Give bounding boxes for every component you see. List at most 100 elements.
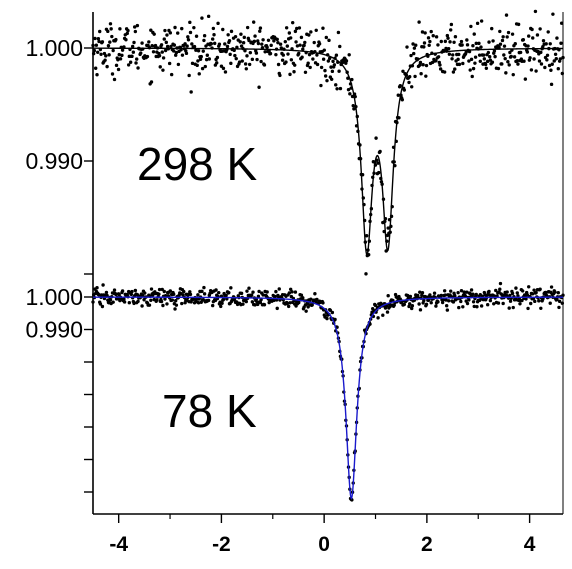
data-point: [176, 62, 181, 67]
data-point: [446, 36, 450, 40]
data-point: [122, 297, 126, 301]
data-point: [221, 27, 225, 32]
data-point: [274, 52, 278, 57]
data-point: [545, 58, 549, 62]
data-point: [506, 60, 510, 64]
data-point: [205, 53, 210, 57]
data-point: [336, 30, 341, 35]
data-point: [183, 301, 187, 305]
data-point: [243, 62, 248, 66]
data-point: [492, 302, 496, 306]
data-point: [484, 66, 489, 70]
data-point: [174, 53, 178, 57]
data-point: [460, 43, 464, 47]
data-point: [461, 305, 465, 309]
data-point: [498, 287, 502, 291]
data-point: [386, 226, 390, 230]
data-point: [330, 69, 335, 74]
data-point: [91, 43, 95, 48]
data-point: [496, 301, 501, 305]
data-point: [488, 55, 492, 59]
data-point: [109, 27, 113, 31]
data-point: [508, 299, 513, 303]
data-point: [535, 33, 540, 37]
data-point: [315, 297, 319, 302]
data-point: [402, 302, 407, 307]
data-point: [473, 55, 478, 59]
data-point: [147, 40, 151, 44]
data-point: [446, 46, 451, 51]
data-point: [549, 285, 554, 289]
data-point: [410, 306, 414, 311]
data-point: [408, 75, 412, 79]
data-point: [509, 54, 513, 59]
data-point: [129, 292, 134, 297]
data-point: [511, 305, 515, 310]
data-point: [443, 293, 448, 297]
data-point: [493, 54, 497, 59]
data-point: [197, 72, 201, 76]
data-point: [423, 31, 427, 35]
data-point: [330, 77, 334, 81]
data-point: [560, 71, 565, 76]
data-point: [444, 298, 448, 302]
data-point: [259, 59, 263, 64]
data-point: [240, 59, 244, 63]
data-point: [488, 58, 493, 62]
data-point: [161, 68, 165, 72]
data-point: [189, 90, 193, 94]
data-point: [418, 290, 422, 294]
data-point: [284, 26, 289, 30]
data-point: [204, 57, 209, 62]
data-point: [163, 48, 168, 53]
data-point: [456, 290, 460, 295]
data-point: [132, 40, 136, 45]
data-point: [163, 28, 167, 33]
fit-curve: [92, 296, 563, 500]
data-point: [114, 292, 118, 297]
data-point: [200, 289, 204, 294]
data-point: [527, 285, 531, 289]
data-point: [522, 59, 526, 63]
data-point: [295, 44, 300, 48]
data-point: [315, 62, 320, 67]
data-point: [256, 39, 260, 43]
data-point: [196, 49, 201, 53]
data-point: [247, 286, 251, 290]
data-point: [190, 61, 195, 66]
data-point: [300, 55, 304, 59]
data-point: [299, 293, 304, 297]
data-point: [444, 303, 449, 308]
data-point: [453, 35, 458, 39]
data-point: [142, 298, 146, 302]
data-point: [171, 292, 176, 296]
data-point: [124, 38, 128, 42]
data-point: [234, 56, 238, 61]
data-point: [229, 286, 233, 290]
data-point: [377, 170, 381, 175]
data-point: [118, 57, 123, 61]
data-point: [125, 31, 129, 36]
data-point: [168, 289, 173, 293]
data-point: [418, 63, 422, 67]
data-point: [396, 93, 400, 97]
data-point: [468, 291, 472, 296]
data-point: [323, 68, 327, 73]
data-point: [180, 301, 184, 306]
data-point: [288, 36, 293, 40]
data-point: [452, 40, 456, 45]
data-point: [116, 58, 120, 62]
data-point: [128, 60, 133, 64]
data-point: [163, 297, 167, 301]
data-point: [465, 43, 470, 47]
data-point: [337, 69, 341, 73]
data-point: [289, 58, 294, 62]
data-point: [471, 66, 476, 71]
data-point: [233, 34, 238, 39]
data-point: [427, 43, 431, 48]
data-point: [376, 161, 380, 165]
data-point: [228, 52, 232, 57]
data-point: [180, 53, 185, 57]
data-point: [133, 288, 138, 293]
